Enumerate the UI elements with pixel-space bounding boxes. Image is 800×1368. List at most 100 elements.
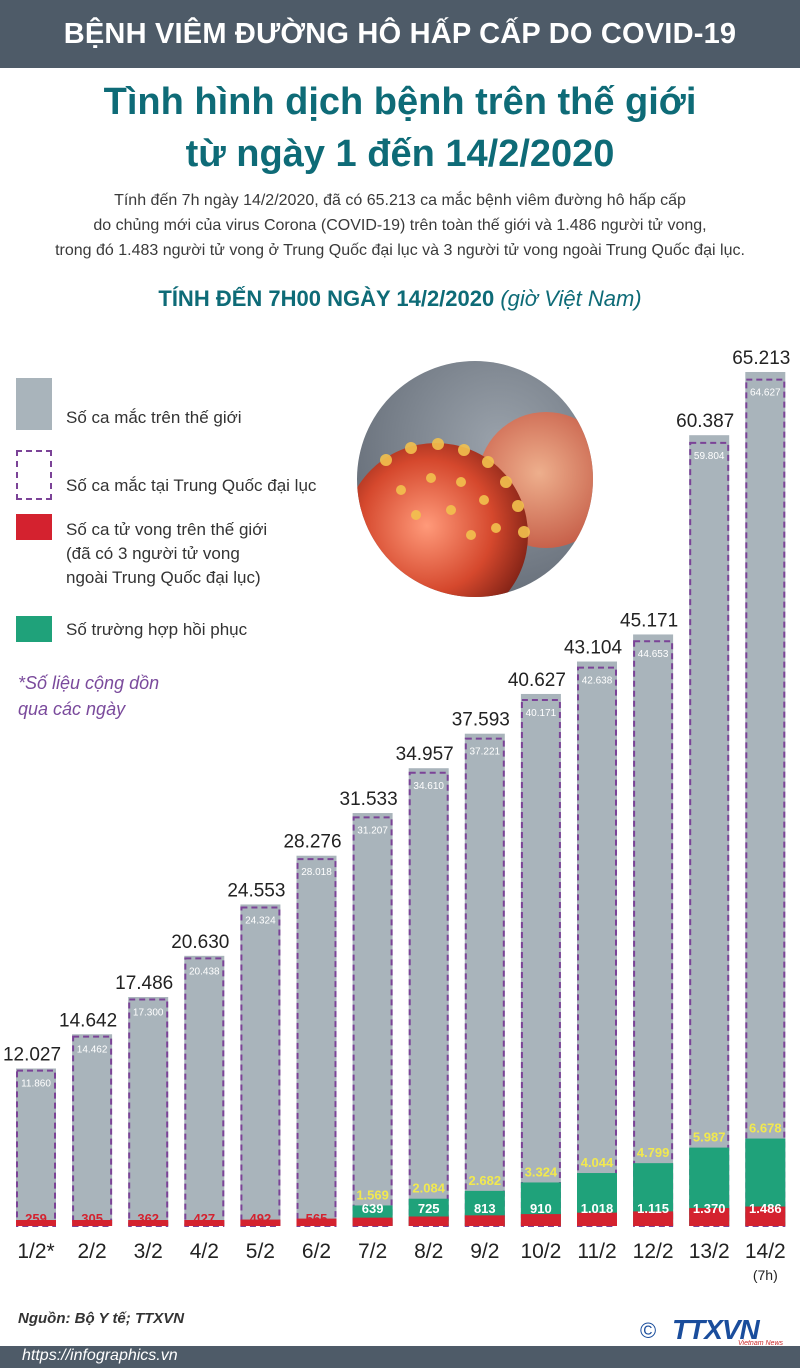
deaths-bar <box>72 1220 113 1226</box>
ttxvn-logo: © TTXVN Vietnam News Agency <box>640 1314 790 1354</box>
legend-label-deaths: Số ca tử vong trên thế giới (đã có 3 ngư… <box>66 518 356 590</box>
footer-url: https://infographics.vn <box>22 1347 178 1364</box>
china-cases-outline <box>352 816 393 1227</box>
deaths-label: 1.115 <box>637 1201 669 1216</box>
category-label: 9/2 <box>470 1240 499 1263</box>
header-band-text: BỆNH VIÊM ĐƯỜNG HÔ HẤP CẤP DO COVID-19 <box>63 17 737 50</box>
legend-label-recovered: Số trường hợp hồi phục <box>66 620 248 639</box>
china-cases-outline <box>240 906 281 1227</box>
deaths-label: 1.018 <box>581 1201 614 1216</box>
logo-text: TTXVN <box>672 1314 760 1345</box>
category-label: 11/2 <box>577 1240 616 1263</box>
note-line-2: qua các ngày <box>18 699 126 719</box>
source-note: Nguồn: Bộ Y tế; TTXVN <box>18 1310 185 1327</box>
recovered-bar <box>408 1198 449 1226</box>
recovered-bar <box>745 1138 786 1226</box>
recovered-label: 5.987 <box>693 1130 726 1145</box>
deaths-bar <box>128 1220 169 1226</box>
recovered-bar <box>633 1163 674 1226</box>
world-cases-label: 14.642 <box>59 1010 117 1031</box>
deaths-bar <box>240 1219 281 1226</box>
china-cases-label: 24.324 <box>245 915 276 926</box>
deaths-bar <box>520 1214 561 1226</box>
category-label: 14/2 <box>745 1240 786 1263</box>
deaths-bar <box>352 1217 393 1226</box>
recovered-label: 3.324 <box>525 1164 558 1179</box>
subtitle-italic: (giờ Việt Nam) <box>500 286 642 311</box>
world-cases-label: 20.630 <box>171 932 229 953</box>
category-label: 8/2 <box>414 1240 443 1263</box>
legend-deaths-line-2: (đã có 3 người tử vong <box>66 544 240 563</box>
intro-line-2: do chủng mới của virus Corona (COVID-19)… <box>93 217 707 234</box>
deaths-bar <box>689 1208 730 1226</box>
legend-swatch-china <box>16 450 52 500</box>
world-cases-label: 28.276 <box>283 832 341 853</box>
intro-line-3: trong đó 1.483 người tử vong ở Trung Quố… <box>55 242 745 259</box>
china-cases-label: 20.438 <box>189 966 220 977</box>
category-note: (7h) <box>753 1267 778 1283</box>
deaths-label: 813 <box>474 1201 496 1216</box>
deaths-label: 1.370 <box>693 1201 726 1216</box>
footer-band <box>0 1346 800 1368</box>
category-label: 1/2* <box>17 1240 54 1263</box>
china-cases-outline <box>464 737 505 1228</box>
world-cases-bar <box>577 661 617 1226</box>
recovered-bar <box>577 1173 617 1226</box>
deaths-label: 259 <box>25 1211 47 1226</box>
china-cases-outline <box>128 998 169 1228</box>
deaths-bar <box>408 1216 449 1226</box>
recovered-label: 4.044 <box>581 1155 614 1170</box>
header-band: BỆNH VIÊM ĐƯỜNG HÔ HẤP CẤP DO COVID-19 <box>0 0 800 68</box>
world-cases-label: 37.593 <box>452 710 510 731</box>
category-label: 4/2 <box>190 1240 219 1263</box>
category-label: 13/2 <box>689 1240 730 1263</box>
china-cases-outline <box>72 1035 113 1227</box>
china-cases-outline <box>16 1069 56 1227</box>
world-cases-label: 43.104 <box>564 638 623 659</box>
china-cases-label: 14.462 <box>77 1045 108 1056</box>
virus-image <box>357 361 593 597</box>
china-cases-outline <box>633 640 674 1227</box>
category-label: 12/2 <box>633 1240 674 1263</box>
legend-swatch-deaths <box>16 514 52 540</box>
world-cases-label: 65.213 <box>732 348 790 369</box>
china-cases-outline <box>520 698 561 1227</box>
deaths-label: 565 <box>306 1211 328 1226</box>
china-cases-label: 40.171 <box>526 708 557 719</box>
deaths-bar <box>633 1211 674 1226</box>
world-cases-label: 60.387 <box>676 411 734 432</box>
recovered-bar <box>352 1205 393 1226</box>
deaths-bar <box>184 1220 225 1226</box>
deaths-bar <box>464 1215 505 1226</box>
deaths-label: 492 <box>250 1211 272 1226</box>
copyright-icon: © <box>640 1318 657 1343</box>
category-label: 10/2 <box>520 1240 561 1263</box>
legend-label-china: Số ca mắc tại Trung Quốc đại lục <box>66 476 317 495</box>
recovered-label: 6.678 <box>749 1121 782 1136</box>
deaths-bar <box>577 1212 617 1226</box>
world-cases-bar <box>240 904 281 1226</box>
deaths-label: 639 <box>362 1201 384 1216</box>
recovered-bar <box>689 1147 730 1226</box>
recovered-label: 1.569 <box>356 1187 389 1202</box>
world-cases-bar <box>633 634 674 1226</box>
recovered-bar <box>520 1182 561 1226</box>
china-cases-label: 34.610 <box>413 781 444 792</box>
china-cases-label: 17.300 <box>133 1007 164 1018</box>
world-cases-bar <box>408 768 449 1226</box>
deaths-label: 1.486 <box>749 1201 782 1216</box>
world-cases-bar <box>16 1068 56 1226</box>
intro-line-1: Tính đến 7h ngày 14/2/2020, đã có 65.213… <box>114 192 686 209</box>
subtitle-bold: TÍNH ĐẾN 7H00 NGÀY 14/2/2020 <box>158 286 495 311</box>
recovered-label: 4.799 <box>637 1145 670 1160</box>
china-cases-label: 44.653 <box>638 649 669 660</box>
china-cases-outline <box>296 858 337 1227</box>
deaths-label: 725 <box>418 1201 440 1216</box>
world-cases-label: 45.171 <box>620 610 678 631</box>
world-cases-label: 31.533 <box>340 789 398 810</box>
title-line-1: Tình hình dịch bệnh trên thế giới <box>103 81 697 123</box>
deaths-bar <box>16 1220 56 1226</box>
world-cases-label: 24.553 <box>227 880 285 901</box>
category-label: 6/2 <box>302 1240 331 1263</box>
world-cases-bar <box>520 693 561 1226</box>
